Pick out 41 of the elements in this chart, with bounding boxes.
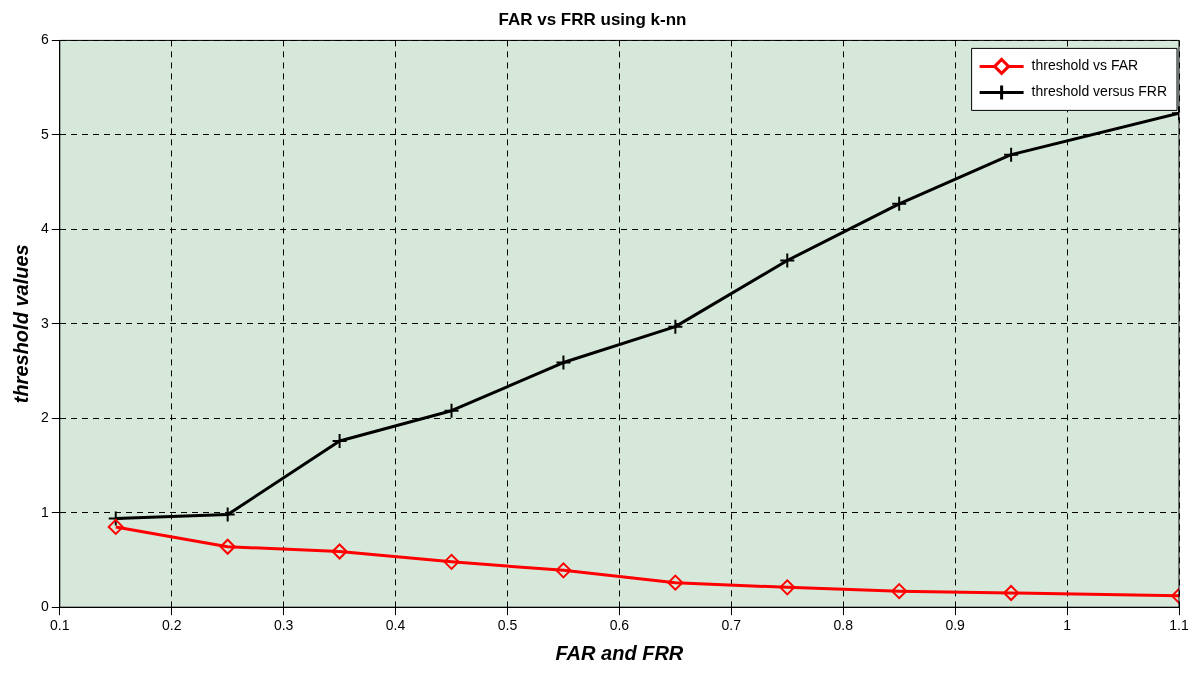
point	[1003, 585, 1020, 602]
point	[219, 506, 236, 523]
y-tick-label: 5	[40, 125, 49, 142]
point	[779, 252, 796, 269]
legend-label: threshold versus FRR	[1031, 83, 1168, 100]
point	[443, 402, 460, 419]
x-tick-label: 0.9	[945, 617, 966, 634]
x-tick-label: 0.8	[833, 617, 854, 634]
point	[891, 583, 908, 600]
point	[107, 518, 124, 535]
y-axis-title: threshold values	[9, 244, 32, 404]
x-tick-label: 1	[1063, 617, 1072, 634]
x-tick-label: 0.2	[161, 617, 182, 634]
x-tick-label: 0.7	[721, 617, 742, 634]
point	[107, 510, 124, 527]
x-tick-label: 0.6	[609, 617, 630, 634]
x-tick-label: 0.4	[385, 617, 406, 634]
point	[331, 432, 348, 449]
point	[443, 553, 460, 570]
point	[1003, 146, 1020, 163]
y-tick-label: 1	[40, 503, 49, 520]
chart-title: FAR vs FRR using k-nn	[498, 9, 687, 29]
x-tick-label: 0.1	[50, 617, 70, 634]
point	[667, 318, 684, 335]
point	[331, 543, 348, 560]
point	[667, 574, 684, 591]
y-tick-label: 2	[40, 409, 49, 426]
legend-label: threshold vs FAR	[1031, 57, 1139, 74]
y-tick-label: 6	[40, 31, 49, 48]
y-tick-label: 3	[40, 314, 49, 331]
point	[555, 354, 572, 371]
y-tick-label: 0	[40, 598, 49, 615]
point	[219, 538, 236, 555]
point	[891, 195, 908, 212]
x-axis-title: FAR and FRR	[555, 641, 684, 664]
point	[555, 562, 572, 579]
y-tick-label: 4	[40, 220, 49, 237]
x-tick-label: 1.1	[1169, 617, 1189, 634]
x-tick-label: 0.3	[273, 617, 294, 634]
point	[779, 579, 796, 596]
x-tick-label: 0.5	[497, 617, 518, 634]
